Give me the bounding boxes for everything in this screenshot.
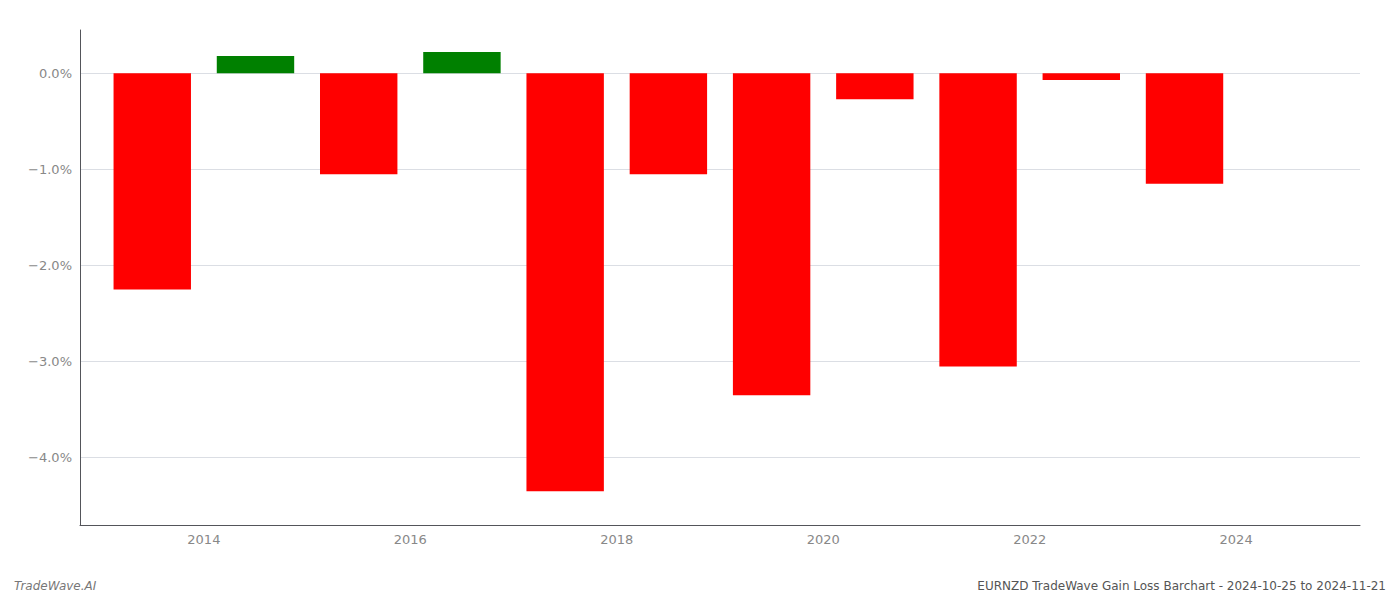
svg-text:2020: 2020 — [807, 532, 840, 547]
svg-text:2022: 2022 — [1013, 532, 1046, 547]
svg-text:2024: 2024 — [1220, 532, 1253, 547]
svg-text:2018: 2018 — [600, 532, 633, 547]
svg-text:0.0%: 0.0% — [39, 66, 72, 81]
svg-text:−2.0%: −2.0% — [28, 258, 72, 273]
svg-text:−3.0%: −3.0% — [28, 354, 72, 369]
svg-text:−4.0%: −4.0% — [28, 450, 72, 465]
svg-text:EURNZD TradeWave Gain Loss Bar: EURNZD TradeWave Gain Loss Barchart - 20… — [977, 579, 1386, 593]
svg-text:TradeWave.AI: TradeWave.AI — [14, 579, 97, 593]
svg-text:−1.0%: −1.0% — [28, 162, 72, 177]
svg-text:2014: 2014 — [187, 532, 220, 547]
svg-text:2016: 2016 — [394, 532, 427, 547]
